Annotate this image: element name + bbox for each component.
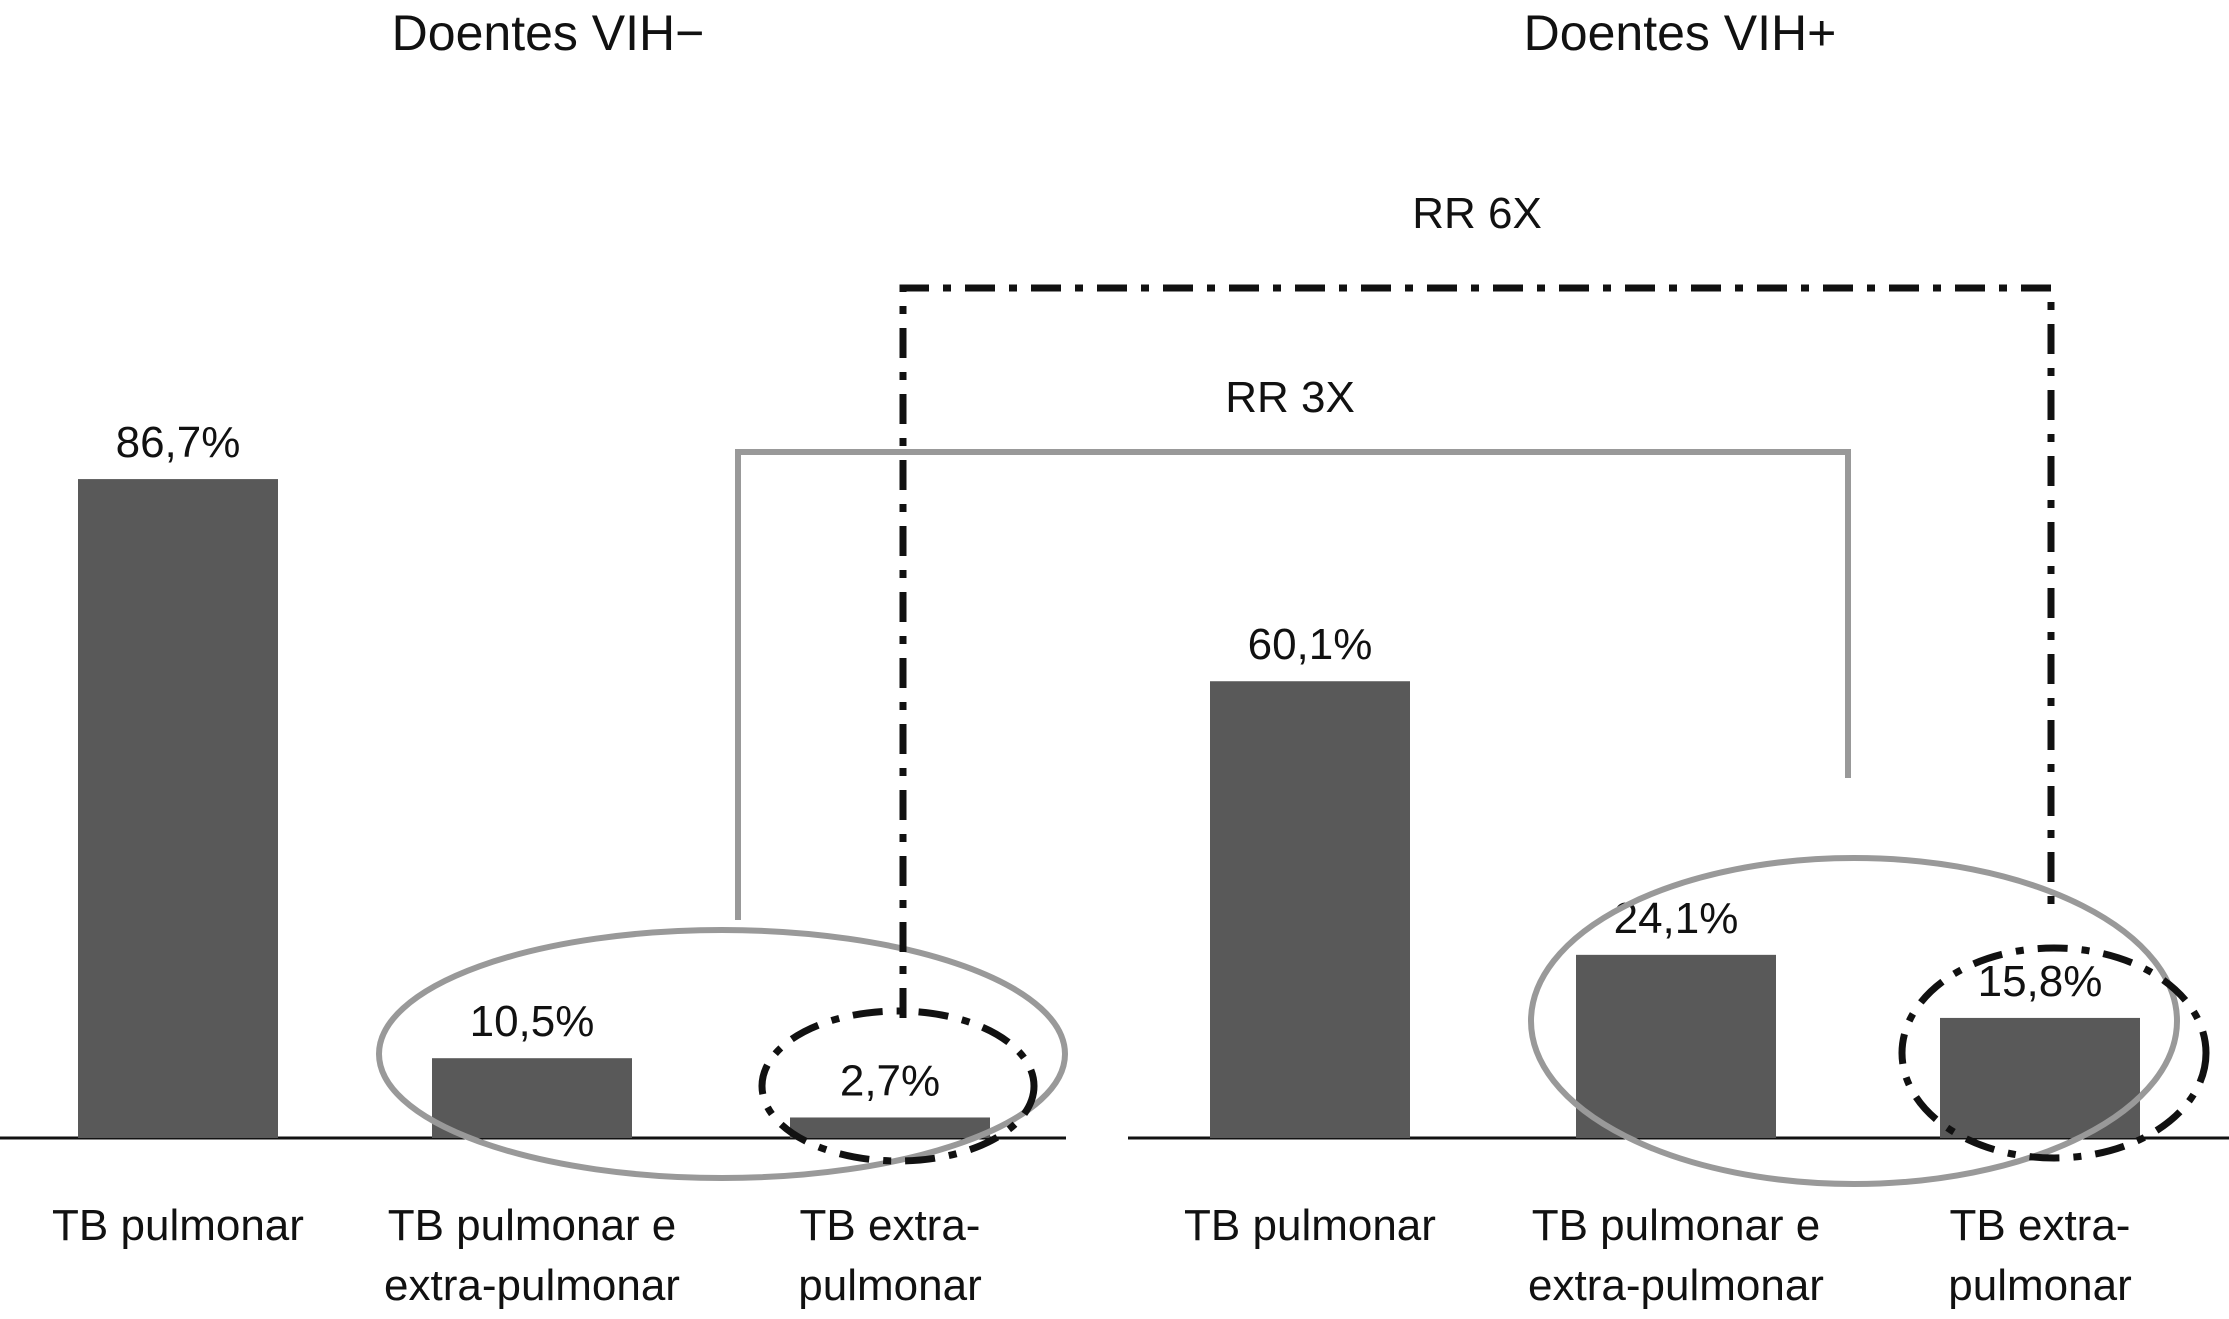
rr-6x-ellipse-hiv-positive bbox=[1898, 944, 2210, 1162]
rr-6x-bracket: RR 6X bbox=[758, 189, 2210, 1165]
rr-6x-ellipse-hiv-negative bbox=[758, 1007, 1038, 1165]
bar-hiv-negative-tb-pulmonar bbox=[78, 479, 278, 1139]
rr-3x-ellipse-hiv-negative bbox=[376, 927, 1068, 1181]
value-label-hiv-positive-tb-pulmonar: 60,1% bbox=[1248, 620, 1373, 669]
bar-hiv-positive-tb-pulmonar-e-extra-pulmonar bbox=[1576, 954, 1776, 1138]
category-label-hiv-negative-tb-pulmonar: TB pulmonar bbox=[52, 1201, 304, 1250]
rr-3x-ellipse-hiv-positive bbox=[1528, 855, 2180, 1187]
value-label-hiv-positive-tb-extra-pulmonar: 15,8% bbox=[1978, 957, 2103, 1006]
value-label-hiv-negative-tb-extra-pulmonar: 2,7% bbox=[840, 1056, 940, 1105]
bar-hiv-negative-tb-extra-pulmonar bbox=[790, 1117, 990, 1138]
bar-hiv-positive-tb-extra-pulmonar bbox=[1940, 1017, 2140, 1138]
category-label-hiv-negative-tb-pulmonar-e-extra-pulmonar: TB pulmonar e extra-pulmonar bbox=[384, 1201, 680, 1310]
bars-layer: 86,7% TB pulmonar 10,5% TB pulmonar e extra-… bbox=[52, 418, 2140, 1310]
value-label-hiv-negative-tb-pulmonar: 86,7% bbox=[116, 418, 241, 467]
rr-3x-label: RR 3X bbox=[1225, 373, 1355, 422]
category-label-hiv-positive-tb-pulmonar-e-extra-pulmonar: TB pulmonar e extra-pulmonar bbox=[1528, 1201, 1824, 1310]
category-label-hiv-positive-tb-extra-pulmonar: TB extra-pulmonar bbox=[1948, 1201, 2131, 1310]
category-label-hiv-negative-tb-extra-pulmonar: TB extra-pulmonar bbox=[798, 1201, 981, 1310]
rr-6x-connector bbox=[899, 284, 2055, 1018]
bar-hiv-negative-tb-pulmonar-e-extra-pulmonar bbox=[432, 1058, 632, 1138]
category-label-hiv-positive-tb-pulmonar: TB pulmonar bbox=[1184, 1201, 1436, 1250]
rr-3x-connector bbox=[735, 449, 1851, 920]
panel-title-hiv-negative: Doentes VIH− bbox=[392, 5, 705, 61]
bar-hiv-positive-tb-pulmonar bbox=[1210, 681, 1410, 1138]
panel-title-hiv-positive: Doentes VIH+ bbox=[1524, 5, 1837, 61]
rr-3x-bracket: RR 3X bbox=[376, 373, 2180, 1187]
value-label-hiv-negative-tb-pulmonar-e-extra-pulmonar: 10,5% bbox=[470, 997, 595, 1046]
rr-6x-label: RR 6X bbox=[1412, 189, 1542, 238]
